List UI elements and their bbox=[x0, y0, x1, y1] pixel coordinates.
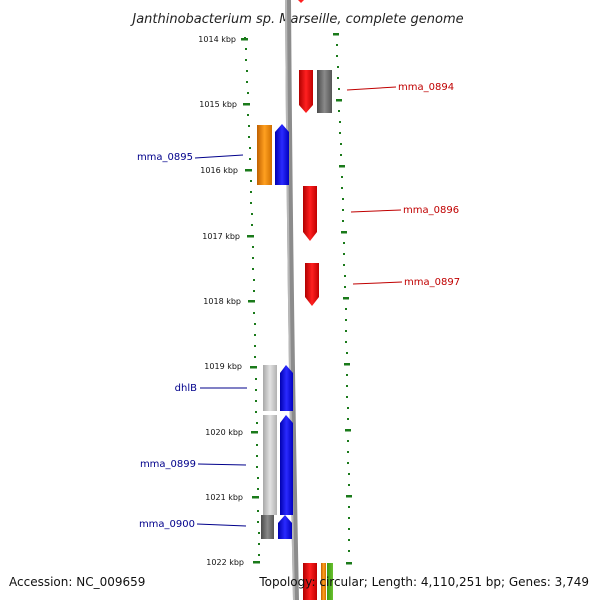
forward-genes bbox=[299, 70, 333, 600]
gene-mma-0899-gray[interactable] bbox=[263, 415, 277, 515]
scale-label-1018: 1018 kbp bbox=[203, 297, 241, 306]
gene-mma-0896-arrow[interactable] bbox=[303, 186, 317, 241]
gene-mma-0895-arrow[interactable] bbox=[275, 124, 289, 185]
leader-lines bbox=[194, 86, 403, 527]
scale-label-1020: 1020 kbp bbox=[205, 428, 243, 437]
scale-label-1015: 1015 kbp bbox=[199, 100, 237, 109]
gene-mma-0900-gray[interactable] bbox=[261, 515, 274, 539]
leader-line-mma-0894 bbox=[346, 86, 397, 91]
gene-label-mma-0899[interactable]: mma_0899 bbox=[140, 459, 196, 470]
inner-dotted-ring bbox=[244, 37, 260, 556]
gene-gray-feature-0894[interactable] bbox=[317, 70, 332, 113]
outer-dotted-ring bbox=[333, 33, 352, 565]
gene-label-mma-0897[interactable]: mma_0897 bbox=[404, 277, 460, 288]
accession-text: Accession: NC_009659 bbox=[9, 575, 145, 589]
scale-labels: 1014 kbp 1015 kbp 1016 kbp 1017 kbp 1018… bbox=[198, 35, 244, 567]
scale-label-1016: 1016 kbp bbox=[200, 166, 238, 175]
gene-mma-0899-arrow[interactable] bbox=[280, 415, 293, 515]
scale-label-1014: 1014 kbp bbox=[198, 35, 236, 44]
partial-gene-top[interactable] bbox=[298, 0, 304, 3]
gene-partial-bottom-red[interactable] bbox=[303, 563, 317, 600]
genome-backbone-highlight bbox=[285, 0, 295, 600]
leader-line-mma-0899 bbox=[197, 463, 247, 466]
gene-partial-bottom-orange[interactable] bbox=[321, 563, 326, 600]
leader-line-mma-0900 bbox=[196, 523, 247, 527]
scale-label-1017: 1017 kbp bbox=[202, 232, 240, 241]
map-title: Janthinobacterium sp. Marseille, complet… bbox=[129, 12, 463, 27]
gene-labels: mma_0894 mma_0895 mma_0896 mma_0897 dhlB… bbox=[137, 82, 460, 530]
gene-mma-0897-arrow[interactable] bbox=[305, 263, 319, 306]
reverse-genes bbox=[257, 124, 293, 539]
gene-mma-0894-arrow[interactable] bbox=[299, 70, 313, 113]
gene-dhlb-gray[interactable] bbox=[263, 365, 277, 411]
gene-mma-0895-orange[interactable] bbox=[257, 125, 272, 185]
inner-major-ticks bbox=[241, 38, 260, 564]
genome-backbone bbox=[285, 0, 299, 600]
topology-text: Topology: circular; Length: 4,110,251 bp… bbox=[258, 575, 589, 589]
gene-label-dhlb[interactable]: dhlB bbox=[175, 383, 197, 394]
leader-line-mma-0896 bbox=[350, 209, 402, 213]
leader-line-mma-0897 bbox=[352, 281, 403, 285]
scale-label-1021: 1021 kbp bbox=[205, 493, 243, 502]
leader-line-mma-0895 bbox=[194, 154, 244, 159]
gene-label-mma-0896[interactable]: mma_0896 bbox=[403, 205, 459, 216]
scale-label-1022: 1022 kbp bbox=[206, 558, 244, 567]
gene-partial-bottom-green[interactable] bbox=[327, 563, 333, 600]
gene-label-mma-0894[interactable]: mma_0894 bbox=[398, 82, 454, 93]
scale-label-1019: 1019 kbp bbox=[204, 362, 242, 371]
gene-label-mma-0900[interactable]: mma_0900 bbox=[139, 519, 195, 530]
gene-mma-0900-arrow[interactable] bbox=[278, 515, 292, 539]
gene-dhlb-arrow[interactable] bbox=[280, 365, 293, 411]
gene-label-mma-0895[interactable]: mma_0895 bbox=[137, 152, 193, 163]
